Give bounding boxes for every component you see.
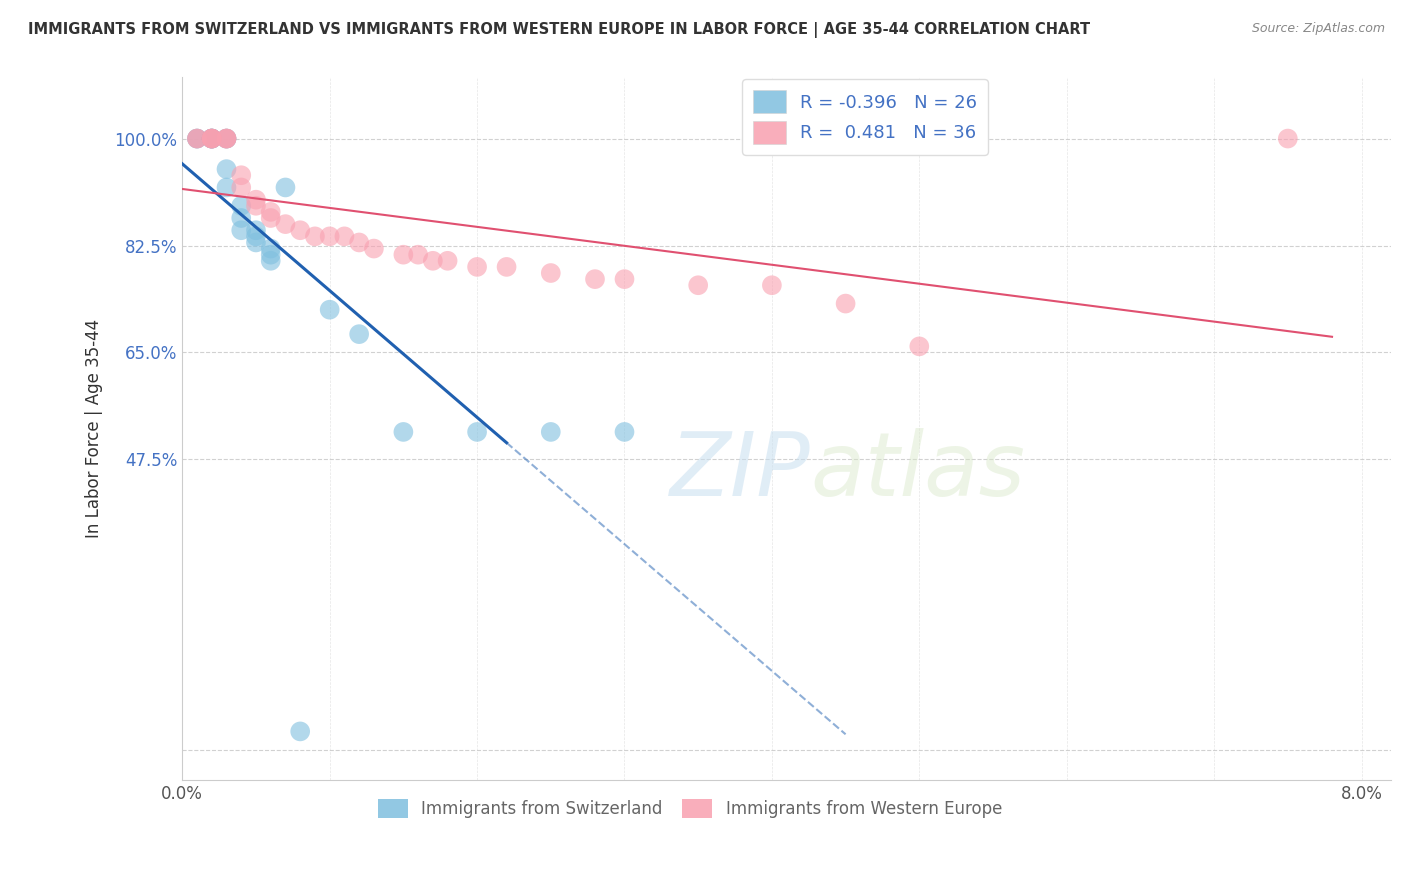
Point: [834, 296, 856, 310]
Point: [260, 205, 283, 219]
Text: Source: ZipAtlas.com: Source: ZipAtlas.com: [1251, 22, 1385, 36]
Point: [260, 248, 283, 262]
Point: [318, 302, 340, 317]
Point: [186, 131, 208, 145]
Point: [613, 272, 636, 286]
Text: ZIP: ZIP: [671, 428, 811, 514]
Point: [186, 131, 208, 145]
Point: [392, 425, 415, 439]
Text: IMMIGRANTS FROM SWITZERLAND VS IMMIGRANTS FROM WESTERN EUROPE IN LABOR FORCE | A: IMMIGRANTS FROM SWITZERLAND VS IMMIGRANT…: [28, 22, 1090, 38]
Point: [318, 229, 340, 244]
Point: [215, 131, 238, 145]
Y-axis label: In Labor Force | Age 35-44: In Labor Force | Age 35-44: [86, 319, 103, 539]
Point: [215, 131, 238, 145]
Point: [201, 131, 224, 145]
Point: [245, 235, 267, 250]
Point: [540, 266, 562, 280]
Point: [215, 162, 238, 177]
Point: [201, 131, 224, 145]
Point: [333, 229, 356, 244]
Point: [290, 724, 312, 739]
Text: atlas: atlas: [811, 428, 1026, 514]
Point: [540, 425, 562, 439]
Point: [201, 131, 224, 145]
Legend: Immigrants from Switzerland, Immigrants from Western Europe: Immigrants from Switzerland, Immigrants …: [371, 792, 1010, 825]
Point: [1277, 131, 1299, 145]
Point: [245, 223, 267, 237]
Point: [392, 248, 415, 262]
Point: [231, 168, 253, 182]
Point: [363, 242, 385, 256]
Point: [245, 229, 267, 244]
Point: [215, 131, 238, 145]
Point: [186, 131, 208, 145]
Point: [231, 223, 253, 237]
Point: [495, 260, 517, 274]
Point: [215, 131, 238, 145]
Point: [201, 131, 224, 145]
Point: [260, 242, 283, 256]
Point: [260, 211, 283, 225]
Point: [231, 180, 253, 194]
Point: [465, 260, 488, 274]
Point: [260, 253, 283, 268]
Point: [215, 131, 238, 145]
Point: [583, 272, 606, 286]
Point: [908, 339, 931, 353]
Point: [304, 229, 326, 244]
Point: [274, 217, 297, 231]
Point: [290, 223, 312, 237]
Point: [201, 131, 224, 145]
Point: [186, 131, 208, 145]
Point: [465, 425, 488, 439]
Point: [406, 248, 429, 262]
Point: [215, 180, 238, 194]
Point: [422, 253, 444, 268]
Point: [613, 425, 636, 439]
Point: [274, 180, 297, 194]
Point: [245, 193, 267, 207]
Point: [231, 199, 253, 213]
Point: [201, 131, 224, 145]
Point: [688, 278, 710, 293]
Point: [201, 131, 224, 145]
Point: [231, 211, 253, 225]
Point: [347, 235, 370, 250]
Point: [201, 131, 224, 145]
Point: [436, 253, 458, 268]
Point: [761, 278, 783, 293]
Point: [245, 199, 267, 213]
Point: [347, 327, 370, 342]
